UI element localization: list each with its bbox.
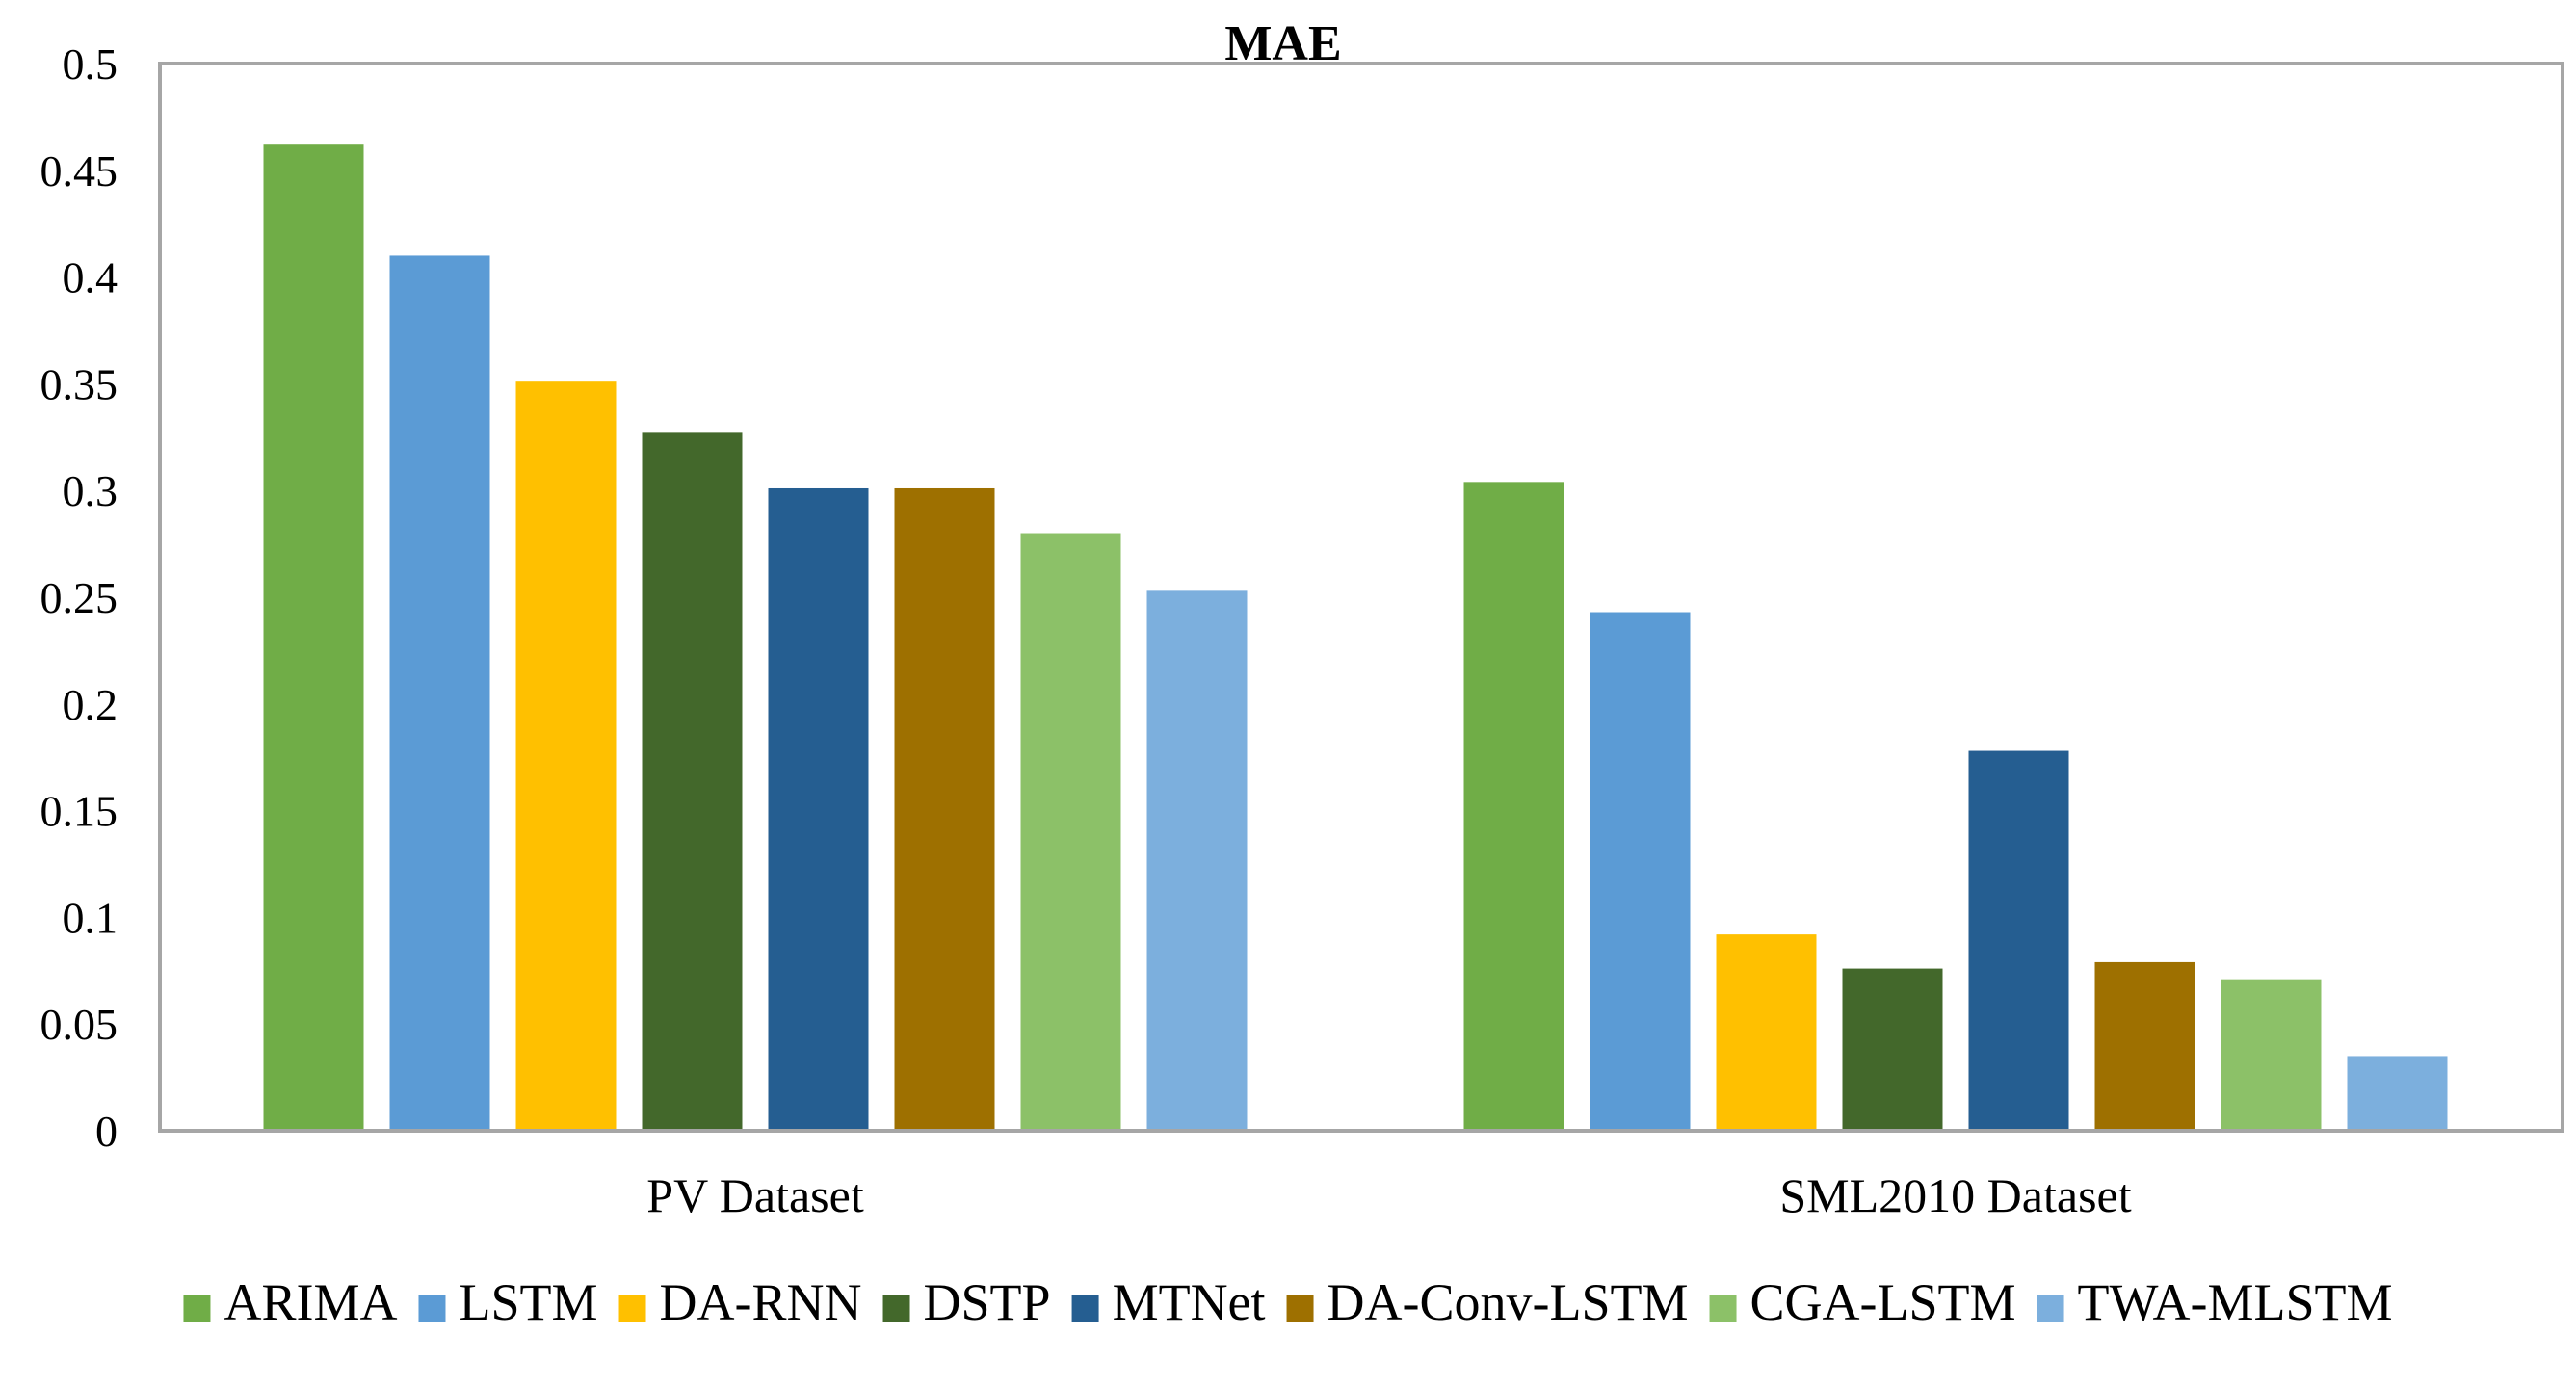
legend-swatch [1286,1295,1314,1322]
legend: ARIMA LSTM DA-RNN DSTP MTNet DA-Conv-LSTM CGA-… [183,1273,2393,1331]
bar-da-conv-lstm-sml2010 [2094,961,2195,1131]
legend-swatch [618,1295,646,1322]
y-tick-label: 0.4 [63,253,118,302]
bar-mtnet-pv [768,487,869,1131]
x-axis-labels: PV Dataset SML2010 Dataset [646,1168,2131,1222]
y-tick-label: 0.25 [40,573,118,622]
bar-twa-mlstm-pv [1146,590,1248,1131]
bar-dstp-pv [642,432,743,1131]
bar-dstp-sml2010 [1842,968,1943,1131]
y-tick-label: 0.1 [63,893,118,942]
bar-twa-mlstm-sml2010 [2347,1056,2448,1131]
y-axis: 0 0.05 0.1 0.15 0.2 0.25 0.3 0.35 0.4 0.45 0.5 [40,39,118,1156]
bar-cga-lstm-sml2010 [2221,979,2322,1131]
legend-label: MTNet [1113,1273,1266,1331]
y-tick-label: 0 [95,1107,118,1156]
bar-mtnet-sml2010 [1968,750,2069,1131]
bar-lstm-pv [389,255,490,1131]
bar-da-rnn-pv [515,381,617,1132]
legend-label: CGA-LSTM [1750,1273,2016,1331]
legend-swatch [882,1295,910,1322]
legend-label: TWA-MLSTM [2078,1273,2393,1331]
bars-group [263,144,2448,1132]
y-tick-label: 0.3 [63,466,118,515]
legend-swatch [2037,1295,2064,1322]
bar-arima-sml2010 [1463,482,1564,1131]
legend-swatch [1709,1295,1737,1322]
y-tick-label: 0.05 [40,1000,118,1049]
legend-swatch [183,1295,211,1322]
bar-arima-pv [263,144,364,1131]
bar-da-rnn-sml2010 [1716,934,1817,1131]
bar-da-conv-lstm-pv [894,487,995,1131]
legend-label: DSTP [924,1273,1051,1331]
legend-label: DA-RNN [660,1273,862,1331]
y-tick-label: 0.45 [40,146,118,196]
legend-label: LSTM [459,1273,597,1331]
bar-cga-lstm-pv [1020,533,1121,1131]
x-category-label: PV Dataset [646,1168,864,1222]
legend-label: ARIMA [223,1273,397,1331]
legend-label: DA-Conv-LSTM [1327,1273,1689,1331]
y-tick-label: 0.15 [40,787,118,836]
x-category-label: SML2010 Dataset [1779,1168,2131,1222]
bar-lstm-sml2010 [1590,612,1691,1131]
y-tick-label: 0.35 [40,359,118,408]
y-tick-label: 0.5 [63,39,118,89]
y-tick-label: 0.2 [63,680,118,729]
legend-swatch [1071,1295,1099,1322]
legend-swatch [418,1295,446,1322]
